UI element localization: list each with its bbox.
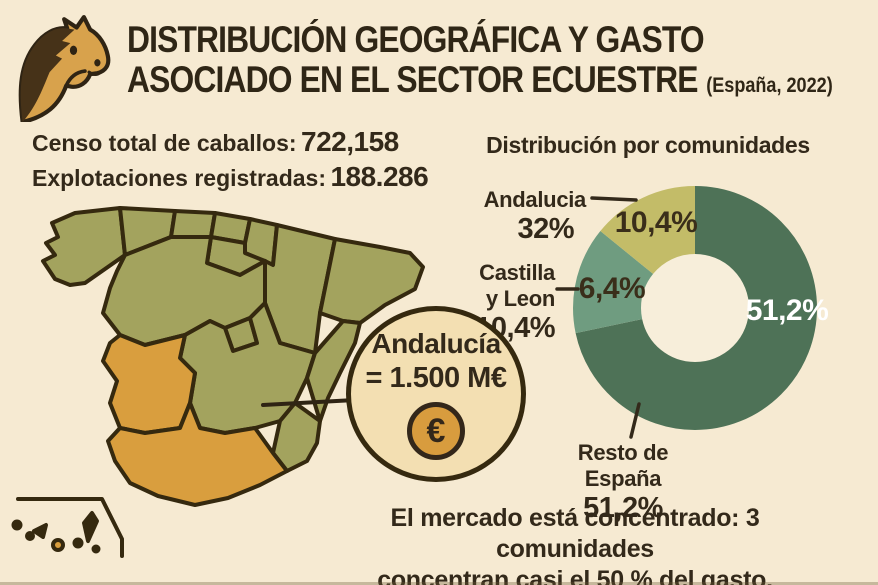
horse-jaw-line [64,69,87,88]
region-valencia [305,319,362,423]
legend-castilla-name-2: y Leon [485,286,555,311]
horse-nostril [94,59,101,67]
region-cantabria [169,209,217,239]
segment-value-andalucia: 10,4% [614,206,698,239]
canary-inset-border [16,497,124,558]
chart-heading: Distribución por comunidades [486,132,810,158]
census-stat: Censo total de caballos: 722,158 [32,126,462,158]
key-figures: Censo total de caballos: 722,158 Explota… [32,126,462,196]
title-year-suffix: (España, 2022) [706,74,833,97]
horse-eye [69,45,78,56]
segment-value-castilla: 6,4% [578,272,646,305]
donut-hole [639,252,751,364]
andalucia-spending-callout: Andalucía = 1.500 M€ € [346,306,526,482]
donut-segments [573,186,817,430]
region-cataluna [318,237,425,325]
footer-line-2: concentran casi el 50 % del gasto. [377,566,773,585]
legend-castilla-name-1: Castilla [479,260,555,285]
map-regions [41,206,425,507]
canary-islands-inset [11,497,124,558]
legend-resto: Resto de España 51,2% [538,440,708,525]
canary-island [82,511,99,543]
callout-spending-value: = 1.500 M€ [365,362,507,394]
donut-segment-andalucia [573,186,817,430]
canary-island [32,523,48,539]
canary-island [25,531,35,541]
callout-region-name: Andalucía [371,328,501,359]
euro-coin-icon: € [407,402,465,460]
census-label: Censo total de caballos: [32,130,297,156]
horse-mouth-line [87,70,103,77]
euro-symbol: € [426,412,446,450]
donut-segment-castilla [573,186,817,430]
canary-island-highlight [51,538,65,552]
map-callout-line [261,398,357,407]
farms-value: 188.286 [330,161,429,192]
region-galicia [41,206,127,287]
title-line-2: ASOCIADO EN EL SECTOR ECUESTRE (España, 2… [127,59,833,100]
footer-message: El mercado está concentrado: 3 comunidad… [313,503,837,585]
bottom-edge-strip [0,582,878,585]
title-line-1: DISTRIBUCIÓN GEOGRÁFICA Y GASTO [127,19,705,60]
horse-icon [18,15,111,122]
footer-line-1: El mercado está concentrado: 3 comunidad… [390,504,760,563]
legend-resto-pct: 51,2% [583,492,663,524]
legend-andalucia-pct: 32% [517,213,574,245]
census-value: 722,158 [301,126,399,157]
legend-andalucia-name: Andalucia [483,187,587,212]
canary-island [91,544,101,554]
segment-value-resto: 51,2% [745,294,829,327]
spain-map [11,206,425,558]
canary-island [72,537,84,549]
communities-donut-chart [573,186,817,430]
legend-resto-name: Resto de España [577,440,669,491]
region-extremadura [101,333,197,435]
canary-island [11,519,23,531]
page-title: DISTRIBUCIÓN GEOGRÁFICA Y GASTO ASOCIADO… [127,20,867,106]
legend-andalucia: Andalucia 32% [446,187,587,246]
region-murcia [271,401,322,473]
region-andalucia [106,401,289,507]
horse-mane-shape [20,28,75,122]
farms-label: Explotaciones registradas: [32,165,326,191]
farms-stat: Explotaciones registradas: 188.286 [32,161,462,193]
